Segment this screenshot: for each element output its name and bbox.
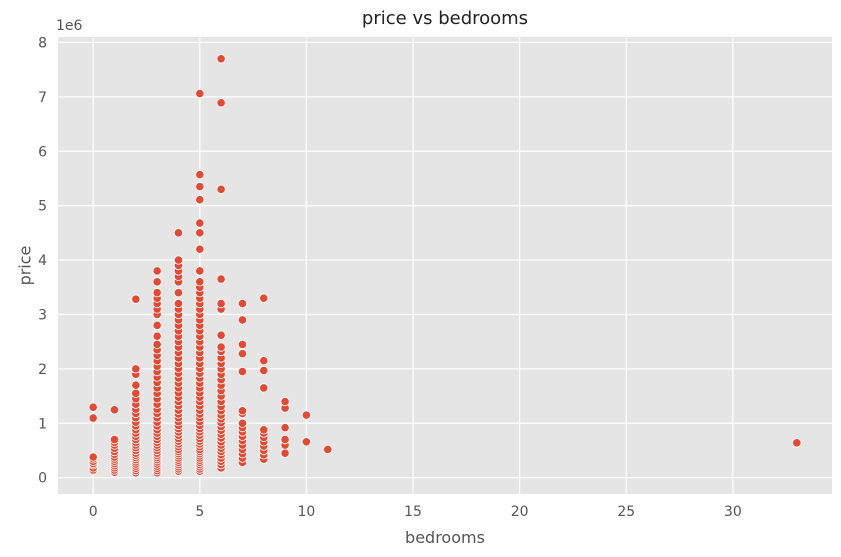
y-tick-label: 2	[38, 362, 47, 378]
y-tick-label: 1	[38, 416, 47, 432]
y-tick-label: 3	[38, 307, 47, 323]
grid-lines	[58, 37, 832, 494]
scatter-point	[195, 218, 205, 228]
scatter-point	[237, 298, 248, 309]
scatter-point	[88, 402, 98, 412]
scatter-point	[237, 366, 248, 377]
scatter-point	[792, 438, 802, 448]
scatter-point	[216, 54, 226, 64]
scatter-point	[109, 434, 120, 445]
scatter-point	[216, 330, 226, 340]
scatter-point	[152, 288, 162, 298]
scatter-point	[280, 396, 290, 407]
x-tick-label: 5	[195, 504, 204, 520]
scatter-point	[237, 349, 248, 359]
y-tick-labels: 0 1 2 3 4 5 6 7 8	[38, 35, 47, 486]
scatter-point	[259, 356, 269, 366]
x-tick-label: 25	[617, 504, 635, 520]
scatter-point	[195, 195, 205, 205]
scatter-point	[216, 298, 226, 309]
scatter-point	[131, 364, 141, 374]
scatter-point	[152, 277, 162, 287]
y-tick-label: 5	[38, 199, 47, 215]
scatter-point	[152, 331, 162, 341]
scatter-point	[173, 288, 184, 298]
scatter-point	[195, 182, 205, 192]
scatter-point	[195, 277, 205, 287]
scatter-point	[131, 294, 141, 304]
x-tick-label: 10	[297, 504, 315, 520]
scatter-point	[173, 228, 184, 238]
x-tick-label: 20	[511, 504, 529, 520]
y-tick-label: 8	[38, 35, 47, 51]
x-tick-label: 30	[724, 504, 742, 520]
scatter-point	[280, 434, 290, 445]
scatter-point	[237, 339, 248, 349]
y-tick-label: 6	[38, 144, 47, 160]
scatter-point	[280, 448, 290, 458]
scatter-point	[259, 293, 269, 303]
x-axis-label: bedrooms	[405, 528, 485, 547]
scatter-point	[173, 255, 184, 265]
chart-title: price vs bedrooms	[362, 8, 528, 29]
scatter-point	[109, 405, 120, 415]
y-tick-label: 0	[38, 471, 47, 487]
scatter-point	[259, 425, 269, 435]
scatter-point	[216, 98, 226, 108]
scatter-point	[195, 228, 205, 238]
scatter-point	[131, 380, 141, 390]
y-axis-label: price	[16, 246, 35, 286]
plot-background	[58, 37, 832, 494]
scatter-point	[195, 244, 205, 254]
scatter-point	[216, 184, 226, 194]
scatter-point	[88, 452, 98, 462]
scatter-point	[152, 320, 162, 330]
x-tick-label: 15	[404, 504, 422, 520]
scatter-point	[237, 315, 248, 325]
scatter-point	[131, 388, 141, 398]
scatter-point	[237, 418, 248, 428]
scatter-point	[259, 383, 269, 393]
scatter-point	[216, 342, 226, 352]
data-points	[88, 54, 802, 478]
x-tick-labels: 0 5 10 15 20 25 30	[89, 504, 742, 520]
scatter-point	[195, 266, 205, 276]
scatter-point	[195, 170, 205, 180]
scatter-point	[152, 266, 162, 276]
scatter-point	[323, 444, 333, 454]
x-tick-label: 0	[89, 504, 98, 520]
scatter-point	[280, 423, 290, 433]
scatter-point	[88, 413, 98, 423]
y-tick-label: 4	[38, 253, 47, 269]
y-axis-offset-label: 1e6	[56, 18, 83, 34]
scatter-point	[195, 88, 205, 99]
scatter-point	[301, 410, 312, 420]
scatter-point	[173, 298, 184, 309]
scatter-point	[152, 339, 162, 349]
scatter-point	[301, 437, 312, 447]
scatter-point	[237, 406, 248, 416]
scatter-point	[259, 365, 269, 376]
y-tick-label: 7	[38, 90, 47, 106]
scatter-point	[216, 274, 226, 284]
